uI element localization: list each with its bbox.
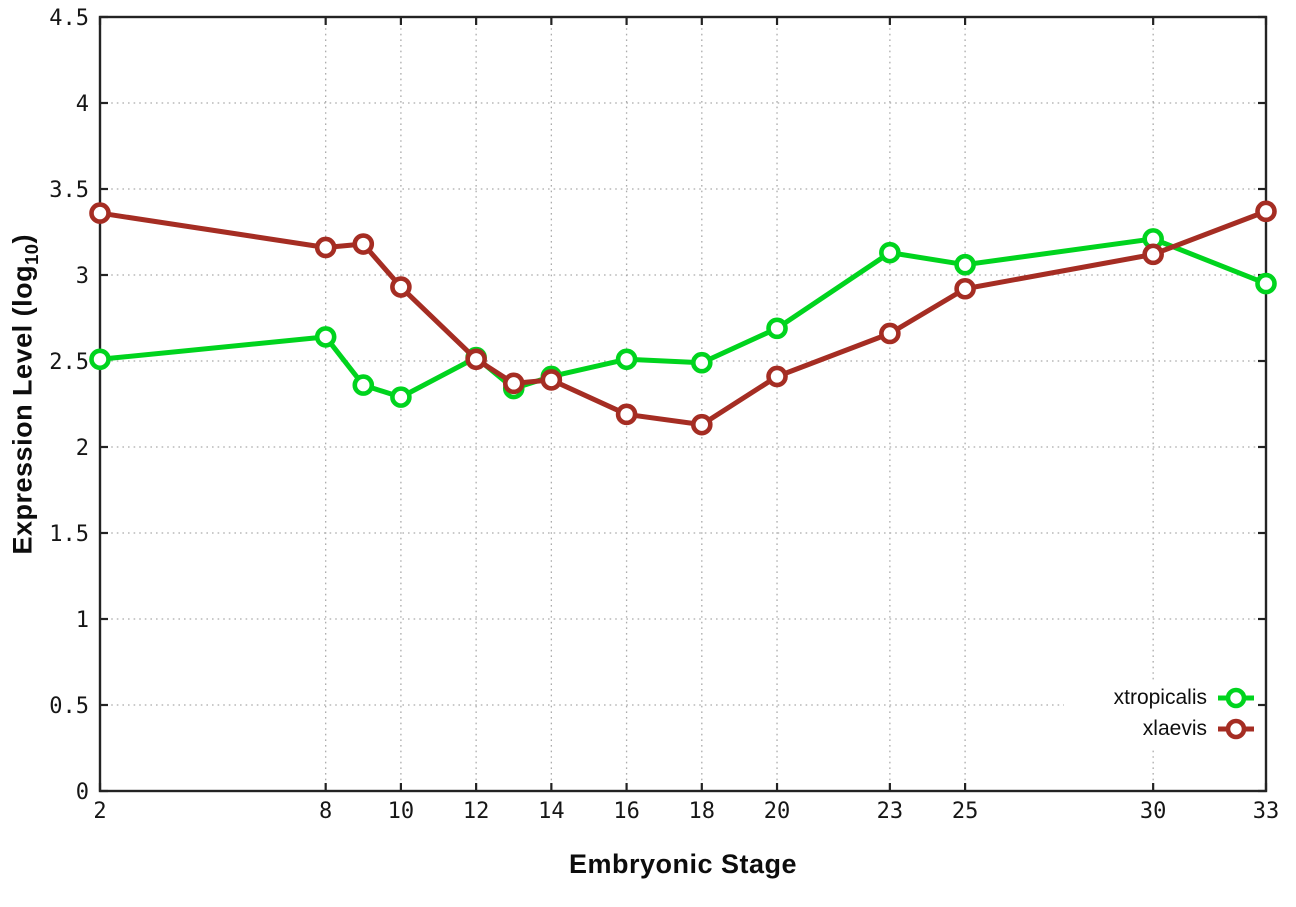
point-xlaevis-stage-33 xyxy=(1255,200,1277,223)
y-axis-title-text: Expression Level (log xyxy=(7,264,38,555)
point-xlaevis-stage-9 xyxy=(352,233,375,255)
y-tick-label-0.5: 0.5 xyxy=(49,694,89,719)
x-tick-label-33: 33 xyxy=(1253,799,1280,824)
y-tick-label-4: 4 xyxy=(76,92,89,117)
y-tick-label-1.5: 1.5 xyxy=(49,522,89,547)
plot-border xyxy=(98,15,1268,793)
point-xtropicalis-stage-25 xyxy=(954,253,976,276)
point-xlaevis-stage-16 xyxy=(615,403,638,426)
y-tick-label-1: 1 xyxy=(76,608,89,633)
x-tick-label-25: 25 xyxy=(952,799,979,824)
y-tick-label-2.5: 2.5 xyxy=(49,350,89,375)
point-xtropicalis-stage-2 xyxy=(89,348,111,371)
legend-entry-xtropicalis: xtropicalis xyxy=(1114,683,1256,713)
point-xlaevis-stage-14 xyxy=(540,369,563,391)
legend: xtropicalis xlaevis xyxy=(1114,683,1256,744)
x-tick-label-30: 30 xyxy=(1140,799,1167,824)
point-xtropicalis-stage-16 xyxy=(615,348,638,371)
y-axis-title: Expression Level (log10) xyxy=(7,234,42,555)
point-xlaevis-stage-20 xyxy=(766,365,788,388)
x-tick-label-2: 2 xyxy=(93,799,106,824)
y-tick-label-3: 3 xyxy=(76,264,89,289)
point-xtropicalis-stage-8 xyxy=(314,326,337,348)
point-xlaevis-stage-25 xyxy=(954,277,976,300)
point-xlaevis-stage-13 xyxy=(502,372,525,395)
y-axis-title-close-paren: ) xyxy=(7,233,38,244)
point-xlaevis-stage-23 xyxy=(879,322,901,345)
series-line-xtropicalis xyxy=(97,236,1269,400)
point-xtropicalis-stage-9 xyxy=(352,374,375,396)
point-xlaevis-stage-2 xyxy=(89,202,111,224)
point-xlaevis-stage-10 xyxy=(390,276,412,298)
legend-entry-xlaevis: xlaevis xyxy=(1114,714,1256,744)
legend-marker-xlaevis xyxy=(1218,718,1254,740)
x-tick-label-10: 10 xyxy=(388,799,415,824)
point-xlaevis-stage-12 xyxy=(465,348,487,371)
x-tick-label-18: 18 xyxy=(689,799,716,824)
legend-label-xtropicalis: xtropicalis xyxy=(1113,686,1207,709)
x-tick-label-12: 12 xyxy=(463,799,490,824)
series-line-xlaevis xyxy=(97,208,1269,428)
y-tick-label-3.5: 3.5 xyxy=(49,178,89,203)
x-tick-label-20: 20 xyxy=(764,799,791,824)
x-tick-label-14: 14 xyxy=(538,799,565,824)
legend-label-xlaevis: xlaevis xyxy=(1142,717,1207,740)
point-xtropicalis-stage-10 xyxy=(390,386,412,408)
point-xtropicalis-stage-20 xyxy=(766,317,788,340)
point-xlaevis-stage-8 xyxy=(314,236,337,259)
y-tick-label-4.5: 4.5 xyxy=(49,6,89,31)
x-tick-label-8: 8 xyxy=(319,799,332,824)
y-axis-title-subscript: 10 xyxy=(20,243,42,265)
point-xlaevis-stage-18 xyxy=(691,413,713,436)
y-tick-label-0: 0 xyxy=(76,780,89,805)
point-xtropicalis-stage-23 xyxy=(879,241,901,264)
point-xtropicalis-stage-18 xyxy=(691,351,713,374)
y-tick-label-2: 2 xyxy=(76,436,89,461)
legend-marker-xtropicalis xyxy=(1218,687,1254,709)
x-tick-label-16: 16 xyxy=(613,799,640,824)
point-xlaevis-stage-30 xyxy=(1142,243,1164,266)
x-axis-title: Embryonic Stage xyxy=(568,849,798,879)
point-xtropicalis-stage-33 xyxy=(1255,272,1277,295)
x-tick-label-23: 23 xyxy=(877,799,904,824)
